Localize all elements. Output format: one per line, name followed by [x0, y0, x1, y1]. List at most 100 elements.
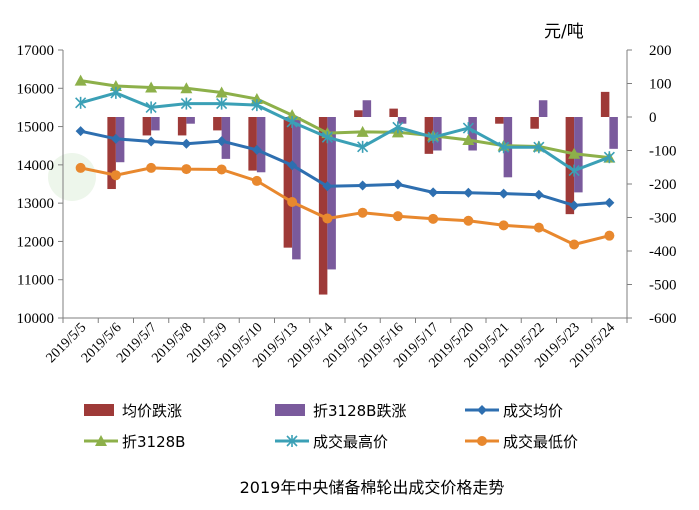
bar-avg-change — [600, 91, 610, 117]
watermark-logo — [48, 153, 96, 201]
marker-diamond — [604, 197, 615, 208]
marker-circle — [322, 213, 333, 224]
marker-diamond — [533, 189, 544, 200]
line-成交均价 — [80, 129, 610, 207]
marker-diamond — [569, 200, 580, 211]
bar-avg-change — [213, 117, 222, 131]
marker-star — [462, 122, 474, 135]
marker-circle — [75, 162, 86, 173]
marker-circle — [604, 230, 615, 241]
bar-avg-change — [354, 110, 363, 117]
marker-star — [145, 101, 157, 114]
marker-star — [110, 86, 122, 99]
marker-circle — [216, 164, 227, 175]
marker-circle — [287, 196, 298, 207]
marker-diamond — [146, 136, 157, 147]
bar-avg-change — [495, 117, 504, 124]
marker-triangle — [568, 147, 581, 159]
marker-diamond — [287, 160, 298, 171]
right-tick-label: -100 — [649, 144, 677, 160]
marker-diamond — [322, 181, 333, 192]
bar-avg-change — [530, 117, 539, 129]
marker-diamond — [463, 187, 474, 198]
legend-label: 成交最高价 — [313, 433, 388, 451]
marker-circle — [392, 211, 403, 222]
marker-diamond — [392, 179, 403, 190]
marker-diamond — [428, 187, 439, 198]
right-tick-label: 0 — [649, 110, 657, 126]
legend-label: 均价跌涨 — [122, 402, 182, 420]
marker-diamond — [477, 405, 487, 415]
marker-star — [568, 164, 580, 177]
unit-label: 元/吨 — [544, 22, 584, 42]
marker-circle — [110, 170, 121, 181]
bar-3128b-change — [397, 117, 407, 124]
bar-3128b-change — [256, 117, 266, 173]
bar-avg-change — [107, 117, 116, 190]
marker-circle — [251, 175, 262, 186]
left-tick-label: 16000 — [17, 81, 55, 97]
marker-star — [321, 131, 333, 144]
bar-avg-change — [318, 117, 328, 295]
right-tick-label: -400 — [649, 244, 677, 260]
bar-avg-change — [142, 117, 152, 136]
marker-diamond — [110, 133, 121, 144]
bar-3128b-change — [186, 117, 195, 124]
marker-star — [533, 141, 545, 154]
right-tick-label: 100 — [649, 77, 672, 93]
marker-triangle — [74, 74, 87, 86]
left-tick-label: 14000 — [17, 158, 55, 174]
marker-diamond — [216, 136, 227, 147]
marker-triangle — [109, 79, 122, 91]
bar-3128b-change — [151, 117, 160, 131]
marker-triangle — [95, 435, 107, 446]
right-tick-label: 200 — [649, 43, 672, 59]
bar-3128b-change — [221, 117, 231, 159]
legend-item: 均价跌涨 — [84, 402, 182, 420]
marker-star — [251, 99, 263, 112]
marker-triangle — [215, 86, 228, 98]
marker-diamond — [181, 138, 192, 149]
bar-3128b-change — [327, 117, 336, 270]
marker-circle — [146, 162, 157, 173]
chart-title: 2019年中央储备棉轮出成交价格走势 — [240, 478, 505, 497]
legend-item: 折3128B跌涨 — [275, 402, 406, 420]
marker-triangle — [145, 81, 158, 93]
marker-diamond — [357, 180, 368, 191]
marker-triangle — [180, 82, 193, 94]
marker-star — [392, 121, 404, 134]
bar-avg-change — [248, 117, 257, 171]
marker-circle — [498, 220, 509, 231]
right-tick-label: -300 — [649, 211, 677, 227]
marker-diamond — [75, 126, 86, 137]
marker-diamond — [251, 144, 262, 155]
right-tick-label: -500 — [649, 278, 677, 294]
left-tick-label: 11000 — [17, 273, 54, 289]
bar-3128b-change — [538, 100, 548, 117]
marker-circle — [533, 222, 544, 233]
marker-circle — [428, 213, 439, 224]
marker-circle — [357, 207, 368, 218]
bar-3128b-change — [609, 117, 618, 149]
bar-avg-change — [283, 117, 293, 248]
bar-avg-change — [177, 117, 187, 136]
legend-swatch — [275, 404, 305, 416]
bar-3128b-change — [292, 117, 301, 260]
marker-star — [286, 115, 298, 128]
right-tick-label: -200 — [649, 177, 677, 193]
left-tick-label: 15000 — [17, 120, 55, 136]
line-series-group — [74, 74, 616, 250]
marker-star — [498, 141, 510, 154]
bar-3128b-change — [362, 100, 372, 117]
bar-3128b-change — [468, 117, 477, 151]
legend-label: 折3128B — [122, 433, 185, 451]
legend-label: 成交均价 — [503, 402, 563, 420]
marker-circle — [181, 164, 192, 175]
marker-star — [427, 131, 439, 144]
legend-item: 成交均价 — [465, 402, 563, 420]
line-成交最高价 — [80, 91, 610, 173]
legend-label: 成交最低价 — [503, 433, 578, 451]
